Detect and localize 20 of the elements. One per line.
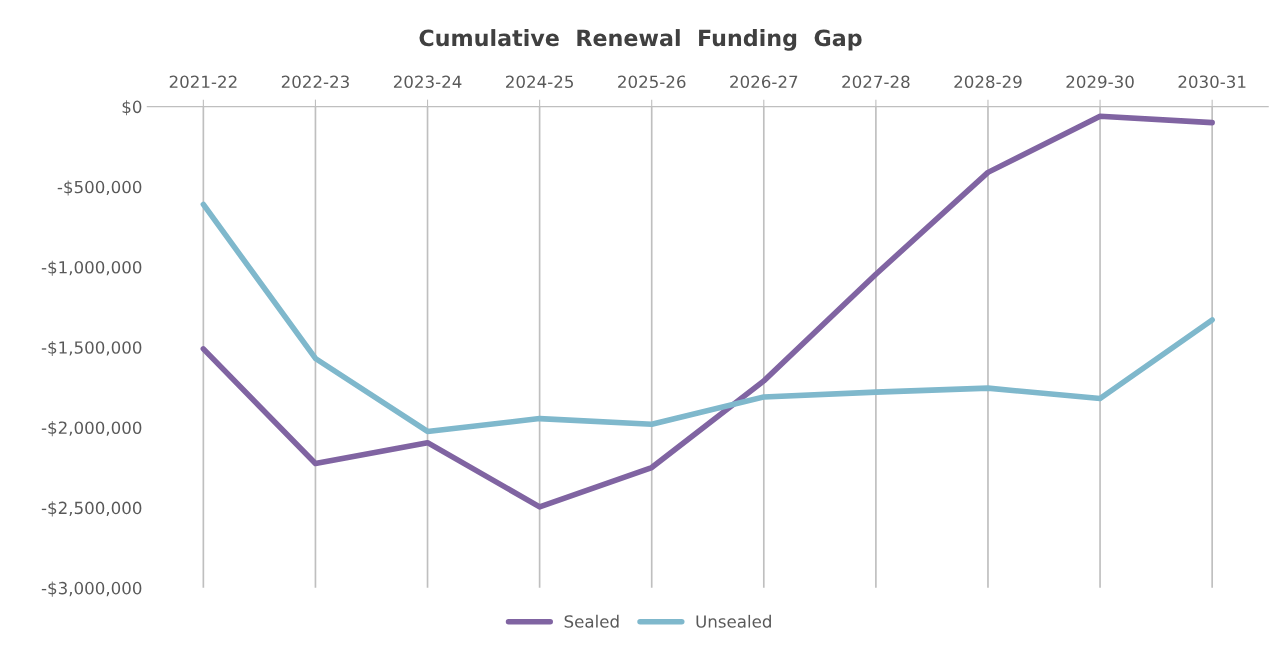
x-tick-label: 2030-31 <box>1178 75 1246 89</box>
y-tick-label: -$1,500,000 <box>41 340 142 357</box>
x-tick-label: 2024-25 <box>506 75 573 89</box>
y-tick-label: $0 <box>122 100 142 116</box>
legend-label: Sealed <box>564 614 619 628</box>
y-tick-label: -$2,500,000 <box>41 501 142 517</box>
x-tick-label: 2027-28 <box>842 75 910 89</box>
x-tick-label: 2023-24 <box>393 75 462 89</box>
x-tick-label: 2029-30 <box>1066 75 1134 89</box>
x-tick-label: 2026-27 <box>730 75 798 89</box>
y-tick-label: -$3,000,000 <box>41 581 142 597</box>
legend-label: Unsealed <box>696 614 771 628</box>
y-tick-label: -$1,000,000 <box>41 260 142 276</box>
y-tick-label: -$2,000,000 <box>41 421 142 437</box>
x-tick-label: 2025-26 <box>618 75 686 89</box>
x-tick-label: 2021-22 <box>169 75 237 89</box>
y-tick-label: -$500,000 <box>57 180 142 196</box>
chart-title: Cumulative Renewal Funding Gap <box>419 29 862 51</box>
x-tick-label: 2028-29 <box>954 75 1022 89</box>
x-tick-label: 2022-23 <box>281 75 349 89</box>
